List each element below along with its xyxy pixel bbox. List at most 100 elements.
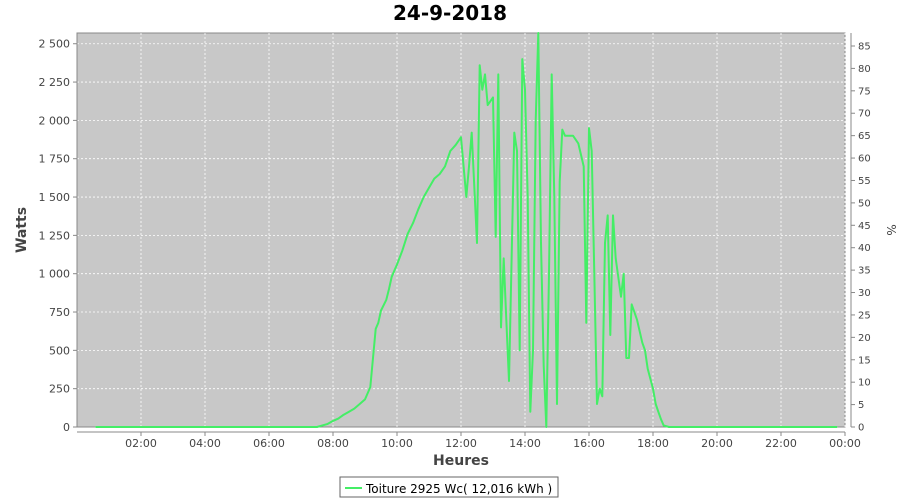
legend-box <box>339 476 559 498</box>
data-point <box>337 418 339 420</box>
data-point <box>377 322 379 324</box>
data-point <box>455 144 457 146</box>
data-point <box>369 386 371 388</box>
data-point <box>615 257 617 259</box>
x-tick-label: 18:00 <box>637 437 669 450</box>
data-point <box>540 242 542 244</box>
y2-tick-label: 5 <box>858 400 864 411</box>
data-point <box>561 129 563 131</box>
y2-tick-label: 15 <box>858 355 871 366</box>
data-point <box>353 408 355 410</box>
legend: Toiture 2925 Wc( 12,016 kWh ) <box>339 476 559 498</box>
data-point <box>327 423 329 425</box>
data-point <box>503 257 505 259</box>
data-point <box>607 214 609 216</box>
x-tick-label: 00:00 <box>829 437 861 450</box>
data-point <box>529 411 531 413</box>
data-point <box>548 273 550 275</box>
data-point <box>465 196 467 198</box>
data-point <box>679 426 681 428</box>
data-point <box>572 135 574 137</box>
data-point <box>596 403 598 405</box>
y2-tick-label: 10 <box>858 378 871 389</box>
data-point <box>95 426 97 428</box>
data-point <box>516 150 518 152</box>
data-point <box>673 426 675 428</box>
data-point <box>601 395 603 397</box>
data-point <box>348 411 350 413</box>
data-point <box>505 319 507 321</box>
series-line <box>95 32 837 428</box>
data-point <box>641 342 643 344</box>
y2-tick-label: 35 <box>858 266 871 277</box>
data-point <box>471 132 473 134</box>
data-point <box>468 165 470 167</box>
data-point <box>604 242 606 244</box>
legend-label: Toiture 2925 Wc( 12,016 kWh ) <box>365 482 552 496</box>
x-tick-label: 08:00 <box>317 437 349 450</box>
data-point <box>444 165 446 167</box>
data-point <box>668 426 670 428</box>
y-tick-label: 1 750 <box>39 153 71 166</box>
data-point <box>388 288 390 290</box>
data-point <box>343 414 345 416</box>
data-point <box>497 73 499 75</box>
x-axis-title: Heures <box>433 453 489 469</box>
grid-lines <box>77 33 846 427</box>
data-point <box>532 349 534 351</box>
data-point <box>623 273 625 275</box>
data-point <box>545 426 547 428</box>
data-point <box>487 104 489 106</box>
y-axis-left: 0 250 500 750 1 000 1 250 1 500 1 750 2 000 2 250… <box>39 33 78 434</box>
data-point <box>428 187 430 189</box>
data-point <box>559 181 561 183</box>
data-point <box>628 357 630 359</box>
y2-tick-label: 60 <box>858 154 871 165</box>
data-point <box>644 349 646 351</box>
data-point <box>647 368 649 370</box>
data-point <box>391 276 393 278</box>
data-point <box>460 136 462 138</box>
data-point <box>695 426 697 428</box>
data-point <box>609 334 611 336</box>
x-tick-label: 12:00 <box>445 437 477 450</box>
y-tick-label: 0 <box>63 421 70 434</box>
data-point <box>836 426 838 428</box>
series-layer <box>95 32 838 428</box>
x-tick-label: 02:00 <box>125 437 157 450</box>
data-point <box>553 196 555 198</box>
y-tick-label: 2 500 <box>39 38 71 51</box>
y2-tick-label: 25 <box>858 310 871 321</box>
data-point <box>588 127 590 129</box>
x-tick-label: 04:00 <box>189 437 221 450</box>
data-point <box>527 196 529 198</box>
y-tick-label: 250 <box>49 383 70 396</box>
data-point <box>396 263 398 266</box>
y2-tick-label: 20 <box>858 333 871 344</box>
data-point <box>417 208 419 210</box>
data-point <box>359 403 361 405</box>
data-point <box>599 388 601 390</box>
y2-tick-label: 70 <box>858 109 871 120</box>
x-tick-label: 22:00 <box>765 437 797 450</box>
data-point <box>524 89 526 91</box>
data-point <box>332 420 334 422</box>
data-point <box>583 165 585 167</box>
data-point <box>513 132 515 134</box>
data-point <box>543 365 545 367</box>
data-point <box>625 357 627 359</box>
data-point <box>433 178 435 180</box>
data-point <box>423 196 425 198</box>
y2-tick-label: 45 <box>858 221 871 232</box>
y2-tick-label: 50 <box>858 198 871 209</box>
data-point <box>612 214 614 216</box>
data-point <box>591 150 593 152</box>
y-tick-label: 1 500 <box>39 191 71 204</box>
y-axis-right: 0 5 10 15 20 25 30 35 40 45 50 55 60 65 70 75 80 85 <box>850 33 871 434</box>
data-point <box>519 349 521 351</box>
data-point <box>316 426 318 428</box>
x-tick-label: 20:00 <box>701 437 733 450</box>
x-tick-label: 14:00 <box>509 437 541 450</box>
data-point <box>492 96 494 98</box>
data-point <box>401 250 403 252</box>
